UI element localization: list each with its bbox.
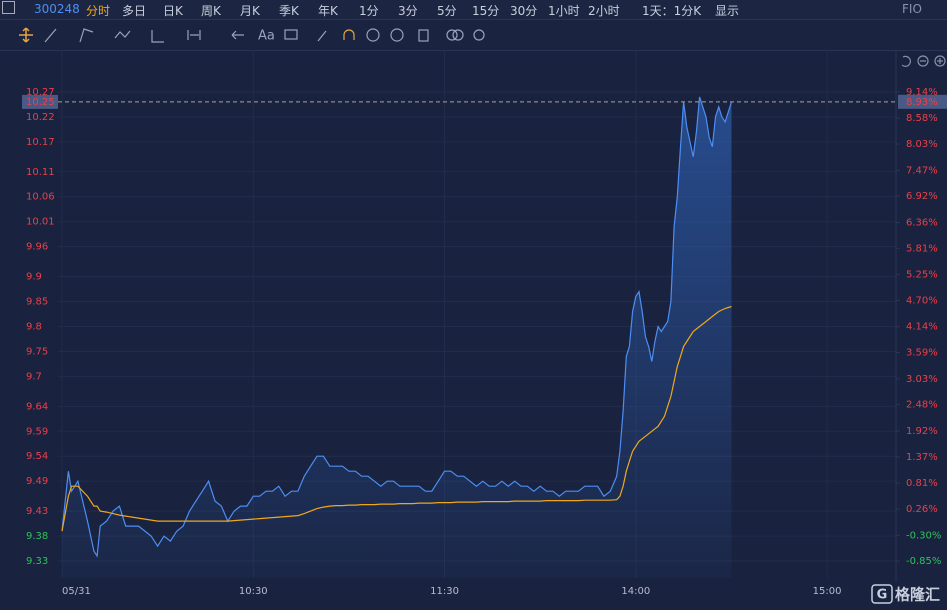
y-tick-label: 9.43 bbox=[26, 506, 48, 517]
y2-tick-label: 3.59% bbox=[906, 348, 938, 359]
y-tick-label: 10.06 bbox=[26, 192, 55, 203]
watermark: G 格隆汇 bbox=[871, 584, 940, 604]
x-tick-label: 15:00 bbox=[813, 586, 842, 597]
y2-tick-label: 0.81% bbox=[906, 478, 938, 489]
last-change-box bbox=[898, 94, 947, 109]
period-tab[interactable]: 1小时 bbox=[548, 4, 580, 18]
y-tick-label: 9.33 bbox=[26, 556, 48, 567]
y-tick-label: 10.11 bbox=[26, 167, 55, 178]
y2-tick-label: 0.26% bbox=[906, 504, 938, 515]
y2-tick-label: 8.58% bbox=[906, 113, 938, 124]
period-tab[interactable]: 季K bbox=[279, 4, 299, 18]
y-tick-label: 10.27 bbox=[26, 87, 55, 98]
y-tick-label: 9.8 bbox=[26, 321, 42, 332]
y2-tick-label: -0.30% bbox=[906, 530, 941, 541]
y-tick-label: 10.01 bbox=[26, 217, 55, 228]
period-tab[interactable]: 3分 bbox=[398, 4, 418, 18]
period-tab[interactable]: 分时 bbox=[86, 4, 111, 18]
y2-tick-label: 4.14% bbox=[906, 322, 938, 333]
x-tick-label: 10:30 bbox=[239, 586, 268, 597]
x-tick-label: 05/31 bbox=[62, 586, 91, 597]
svg-text:G: G bbox=[877, 588, 888, 603]
stock-code[interactable]: 300248 bbox=[34, 2, 80, 16]
y2-tick-label: 5.81% bbox=[906, 243, 938, 254]
fio-button[interactable]: FIO bbox=[902, 2, 922, 16]
drawing-tools: Aa bbox=[19, 27, 485, 44]
last-change-label: 8.93% bbox=[906, 97, 938, 108]
x-tick-label: 14:00 bbox=[621, 586, 650, 597]
y2-tick-label: 1.37% bbox=[906, 452, 938, 463]
y2-tick-label: 6.36% bbox=[906, 217, 938, 228]
text-tool[interactable]: Aa bbox=[258, 29, 275, 44]
y-tick-label: 9.49 bbox=[26, 476, 48, 487]
y-tick-label: 9.64 bbox=[26, 401, 48, 412]
y-tick-label: 9.9 bbox=[26, 272, 42, 283]
period-tab[interactable]: 30分 bbox=[510, 4, 538, 18]
y-tick-label: 10.17 bbox=[26, 137, 55, 148]
y-tick-label: 9.75 bbox=[26, 346, 48, 357]
y2-tick-label: 2.48% bbox=[906, 400, 938, 411]
y2-tick-label: 9.14% bbox=[906, 87, 938, 98]
last-price-label: 10.25 bbox=[26, 97, 55, 108]
tool-icons[interactable] bbox=[44, 28, 485, 43]
y2-tick-label: 7.47% bbox=[906, 165, 938, 176]
y-tick-label: 10.22 bbox=[26, 112, 55, 123]
period-tab[interactable]: 15分 bbox=[472, 4, 500, 18]
y2-tick-label: 1.92% bbox=[906, 426, 938, 437]
y2-tick-label: -0.85% bbox=[906, 556, 941, 567]
y2-tick-label: 4.70% bbox=[906, 295, 938, 306]
move-tool[interactable] bbox=[19, 27, 33, 43]
period-tab[interactable]: 1分 bbox=[359, 4, 379, 18]
y2-tick-label: 6.92% bbox=[906, 191, 938, 202]
y-tick-label: 9.96 bbox=[26, 242, 48, 253]
y2-tick-label: 5.25% bbox=[906, 270, 938, 281]
menu-icon[interactable] bbox=[2, 1, 15, 14]
price-line bbox=[61, 96, 733, 558]
y2-tick-label: 3.03% bbox=[906, 374, 938, 385]
watermark-text: 格隆汇 bbox=[895, 586, 940, 604]
y2-tick-label: 8.03% bbox=[906, 139, 938, 150]
period-tab[interactable]: 2小时 bbox=[588, 4, 620, 18]
average-line bbox=[61, 305, 732, 532]
y-tick-label: 9.38 bbox=[26, 531, 48, 542]
period-tab[interactable]: 日K bbox=[163, 4, 183, 18]
y-tick-label: 9.54 bbox=[26, 451, 48, 462]
last-price-box bbox=[22, 94, 58, 109]
period-tab[interactable]: 月K bbox=[240, 4, 260, 18]
chart: G 格隆汇 10.2710.2210.1710.1110.0610.019.96… bbox=[22, 50, 947, 604]
y-tick-label: 9.59 bbox=[26, 426, 48, 437]
price-area bbox=[62, 96, 732, 579]
x-tick-label: 11:30 bbox=[430, 586, 459, 597]
toolbar: 300248 分时 多日 日K 周K 月K 季K 年K 1分 3分 5分 15分 30分 1小时 2小时 … bbox=[0, 0, 947, 20]
period-tab[interactable]: 5分 bbox=[437, 4, 457, 18]
period-tab[interactable]: 多日 bbox=[122, 4, 147, 18]
drawing-toolbar: Aa bbox=[0, 20, 947, 51]
display-select[interactable]: 显示 bbox=[715, 4, 740, 18]
y-tick-label: 9.85 bbox=[26, 297, 48, 308]
y-tick-label: 9.7 bbox=[26, 371, 42, 382]
period-tab[interactable]: 周K bbox=[201, 4, 221, 18]
period-tab[interactable]: 年K bbox=[318, 4, 338, 18]
zoom-controls[interactable] bbox=[901, 55, 946, 67]
range-select[interactable]: 1天：1分K bbox=[642, 4, 702, 18]
